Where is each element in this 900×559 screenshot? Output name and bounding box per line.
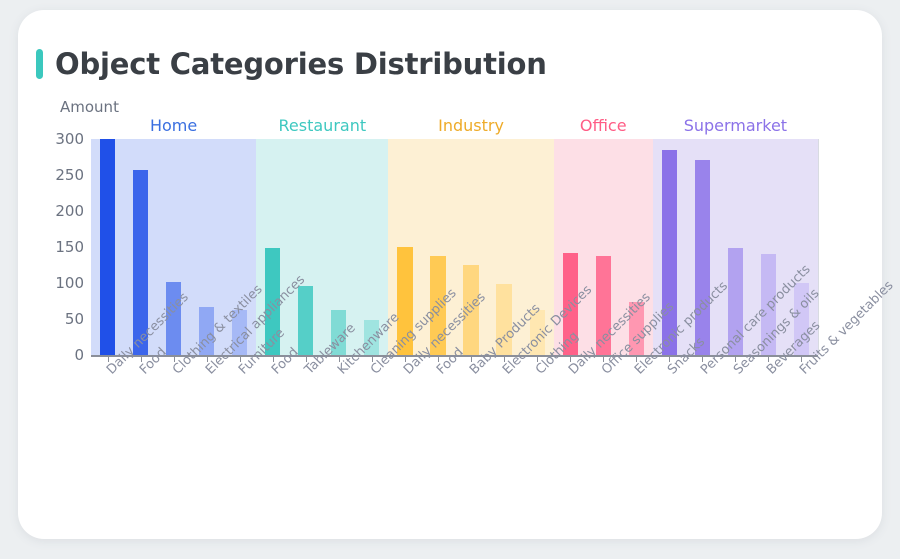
x-axis-tick: [140, 355, 142, 362]
bar[interactable]: [430, 255, 446, 355]
bar[interactable]: [727, 248, 743, 355]
bar[interactable]: [793, 283, 810, 355]
group-label-supermarket: Supermarket: [683, 116, 788, 135]
x-axis-tick: [768, 355, 770, 362]
group-label-home: Home: [149, 116, 198, 135]
group-label-office: Office: [579, 116, 627, 135]
x-axis-tick: [801, 355, 803, 362]
title-accent-bar: [36, 49, 43, 79]
x-axis-tick: [206, 355, 208, 362]
x-axis-tick: [537, 355, 539, 362]
x-axis-tick: [371, 355, 373, 362]
bar[interactable]: [760, 254, 777, 355]
bar[interactable]: [694, 159, 710, 355]
bar[interactable]: [529, 310, 545, 355]
bar[interactable]: [628, 302, 644, 355]
x-axis-tick: [272, 355, 274, 362]
x-axis-tick: [570, 355, 572, 362]
bar[interactable]: [397, 247, 413, 355]
bar[interactable]: [166, 282, 182, 355]
x-axis-tick: [239, 355, 241, 362]
x-axis-line: [91, 355, 818, 357]
bar[interactable]: [364, 319, 380, 355]
x-axis-tick: [437, 355, 439, 362]
y-axis-tick-label: 100: [55, 274, 84, 292]
bar-chart: Amount 0 50 100 150 200 250 300 Home Restaurant…: [18, 10, 897, 539]
x-axis-tick: [702, 355, 704, 362]
x-axis-tick: [338, 355, 340, 362]
x-axis-tick: [107, 355, 109, 362]
bar[interactable]: [99, 139, 116, 355]
x-axis-tick: [471, 355, 473, 362]
bar[interactable]: [496, 284, 512, 355]
y-axis-tick-label: 50: [64, 310, 84, 328]
bar[interactable]: [298, 285, 314, 355]
chart-title-row: Object Categories Distribution: [36, 44, 547, 84]
group-label-industry: Industry: [438, 116, 504, 135]
bar[interactable]: [595, 255, 611, 355]
bar[interactable]: [661, 149, 677, 355]
x-axis-tick: [636, 355, 638, 362]
chart-card: Object Categories Distribution Amount 0 5…: [18, 10, 897, 539]
y-axis-tick-label: 300: [55, 130, 84, 148]
x-axis-tick: [404, 355, 406, 362]
group-bands: [91, 139, 818, 355]
page-title: Object Categories Distribution: [55, 47, 547, 81]
x-axis-tick: [305, 355, 307, 362]
x-axis-tick: [504, 355, 506, 362]
bar[interactable]: [132, 169, 149, 355]
bar[interactable]: [232, 310, 248, 355]
y-axis-tick-label: 150: [55, 238, 84, 256]
y-axis-tick-label: 200: [55, 202, 84, 220]
bar[interactable]: [463, 265, 479, 355]
bar[interactable]: [265, 248, 281, 355]
y-axis-ticks: 0 50 100 150 200 250 300: [38, 10, 84, 539]
x-axis-tick: [735, 355, 737, 362]
y-axis-label: Amount: [60, 98, 119, 116]
bar[interactable]: [199, 306, 215, 355]
bar[interactable]: [331, 309, 347, 355]
group-label-restaurant: Restaurant: [278, 116, 367, 135]
x-axis-tick: [603, 355, 605, 362]
x-axis-tick: [173, 355, 175, 362]
plot-right-edge: [818, 139, 819, 355]
y-axis-tick-label: 0: [74, 346, 84, 364]
x-axis-tick: [669, 355, 671, 362]
bar[interactable]: [562, 252, 578, 355]
y-axis-tick-label: 250: [55, 166, 84, 184]
